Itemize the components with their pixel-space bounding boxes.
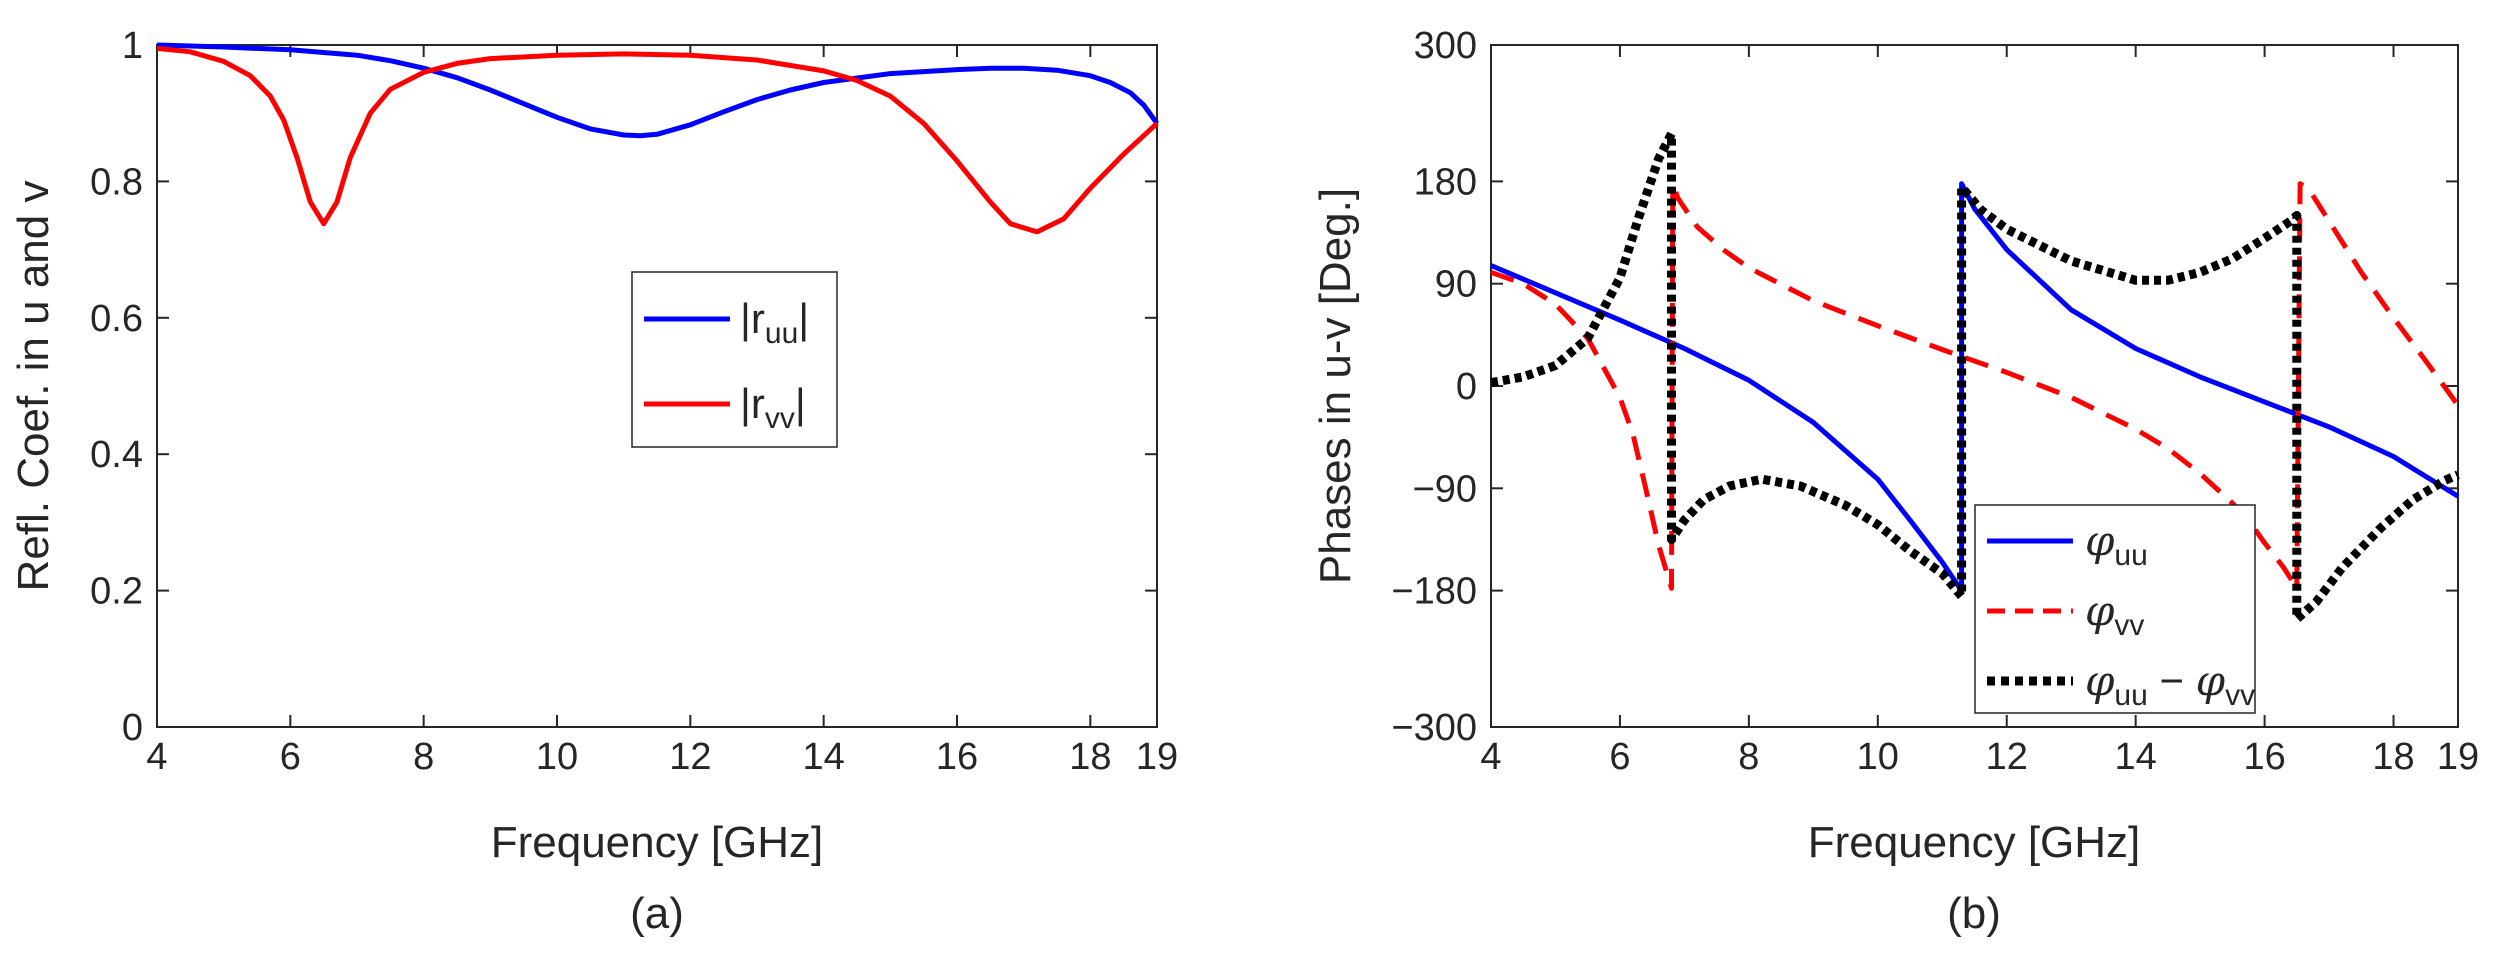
x-axis-label-b: Frequency [GHz] [1808, 818, 2141, 867]
x-tick-label: 12 [669, 736, 711, 778]
x-tick-label: 8 [1738, 736, 1759, 778]
y-tick-label: 0.8 [90, 161, 143, 203]
y-tick-label: −90 [1413, 468, 1477, 510]
y-axis-label-a: Refl. Coef. in u and v [9, 181, 58, 592]
y-tick-label: 0.2 [90, 571, 143, 613]
x-tick-label: 14 [803, 736, 845, 778]
x-tick-label: 6 [280, 736, 301, 778]
x-tick-label: 14 [2115, 736, 2157, 778]
x-ticks-a: 4 6 8 10 12 14 16 18 19 [146, 45, 1178, 778]
panel-label-b: (b) [1947, 889, 2001, 938]
y-axis-label-b: Phases in u-v [Deg.] [1311, 188, 1360, 584]
series-lines-b [1490, 129, 2461, 624]
x-tick-label: 18 [1069, 736, 1111, 778]
series-lines-a [156, 42, 1160, 235]
legend-label-r-vv: |rvv| [740, 380, 806, 435]
x-ticks-b: 4 6 8 10 12 14 16 18 19 [1480, 45, 2479, 778]
x-tick-label: 4 [1480, 736, 1501, 778]
y-ticks-b: −300 −180 −90 0 90 180 300 [1391, 25, 2458, 749]
legend-box-a [631, 271, 838, 448]
x-tick-label: 12 [1986, 736, 2028, 778]
series-line-a-2 [156, 45, 1159, 235]
legend-label-phi-vv: φvv [2085, 586, 2144, 642]
y-tick-label: −300 [1391, 707, 1477, 749]
x-tick-label: 19 [1136, 736, 1178, 778]
x-tick-label: 19 [2437, 736, 2479, 778]
y-tick-label: 0 [122, 707, 143, 749]
y-tick-label: 1 [122, 25, 143, 67]
x-tick-label: 10 [1857, 736, 1899, 778]
x-tick-label: 8 [413, 736, 434, 778]
y-ticks-a: 0 0.2 0.4 0.6 0.8 1 [90, 25, 1157, 749]
y-tick-label: 0 [1456, 366, 1477, 408]
legend-a: |ruu| |rvv| [631, 271, 838, 448]
legend-label-phi-diff: φuu − φvv [2085, 656, 2255, 712]
legend-b: φuu φvv φuu − φvv [1974, 504, 2256, 714]
y-tick-label: −180 [1391, 571, 1477, 613]
chart-panel-a: 4 6 8 10 12 14 16 18 19 0 0.2 0.4 0.6 0.8 1 Frequency… [9, 25, 1178, 938]
series-line-b-2 [1490, 181, 2461, 591]
series-line-a-1 [156, 42, 1160, 139]
y-tick-label: 300 [1414, 25, 1477, 67]
y-tick-label: 90 [1435, 264, 1477, 306]
panel-label-a: (a) [630, 889, 684, 938]
legend-label-r-uu: |ruu| [740, 295, 809, 350]
legend-label-phi-uu: φuu [2085, 516, 2148, 572]
x-tick-label: 10 [536, 736, 578, 778]
x-tick-label: 18 [2372, 736, 2414, 778]
x-tick-label: 16 [936, 736, 978, 778]
x-tick-label: 6 [1609, 736, 1630, 778]
x-tick-label: 16 [2243, 736, 2285, 778]
y-tick-label: 0.6 [90, 298, 143, 340]
series-line-b-3 [1490, 129, 2460, 624]
chart-panel-b: 4 6 8 10 12 14 16 18 19 −300 −180 −90 0 90 180 300 Fre… [1311, 25, 2479, 938]
x-tick-label: 4 [146, 736, 167, 778]
y-tick-label: 0.4 [90, 434, 143, 476]
x-axis-label-a: Frequency [GHz] [491, 818, 824, 867]
y-tick-label: 180 [1414, 161, 1477, 203]
